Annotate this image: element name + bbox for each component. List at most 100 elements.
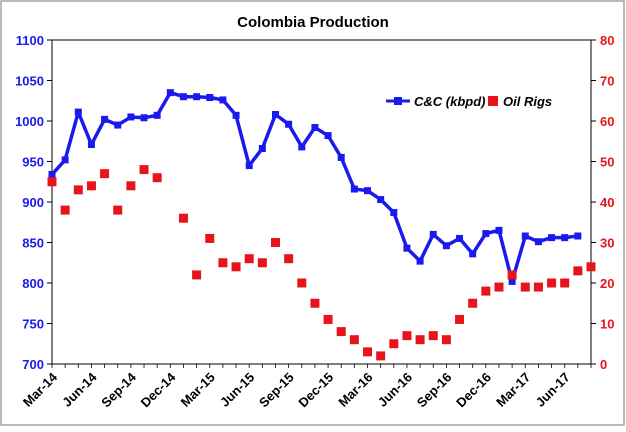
- cc-data-point: [74, 108, 82, 116]
- cc-data-point: [495, 226, 503, 234]
- left-tick-label: 950: [22, 155, 44, 170]
- cc-data-point: [324, 132, 332, 140]
- right-tick-label: 50: [600, 155, 614, 170]
- rig-data-point: [520, 282, 530, 292]
- right-tick-label: 10: [600, 317, 614, 332]
- rig-data-point: [126, 181, 136, 191]
- rig-data-point: [100, 169, 110, 179]
- rig-data-point: [573, 266, 583, 276]
- rig-data-point: [113, 205, 123, 215]
- cc-data-point: [219, 96, 227, 104]
- cc-data-point: [87, 140, 95, 148]
- cc-data-point: [482, 230, 490, 238]
- rig-data-point: [47, 177, 57, 187]
- rig-data-point: [494, 282, 504, 292]
- rig-data-point: [560, 278, 570, 288]
- rig-data-point: [192, 270, 202, 280]
- rig-data-point: [284, 254, 294, 264]
- rig-data-point: [441, 335, 451, 345]
- right-tick-label: 30: [600, 236, 614, 251]
- cc-data-point: [416, 257, 424, 265]
- left-tick-label: 1000: [15, 114, 44, 129]
- cc-data-point: [442, 242, 450, 250]
- rig-data-point: [349, 335, 359, 345]
- rig-data-point: [389, 339, 399, 349]
- cc-data-point: [232, 111, 240, 119]
- cc-data-point: [377, 196, 385, 204]
- rig-data-point: [310, 298, 320, 308]
- cc-data-point: [350, 185, 358, 193]
- rig-data-point: [205, 233, 215, 243]
- cc-data-point: [127, 113, 135, 121]
- rig-data-point: [244, 254, 254, 264]
- right-y-axis: 0 10 20 30 40 50 60 70 80: [591, 33, 614, 372]
- cc-data-point: [140, 114, 148, 122]
- cc-data-point: [285, 120, 293, 128]
- right-tick-label: 80: [600, 33, 614, 48]
- legend-cc-label: C&C (kbpd): [414, 94, 486, 109]
- cc-data-point: [61, 156, 69, 164]
- cc-data-point: [364, 187, 372, 195]
- right-tick-label: 20: [600, 276, 614, 291]
- cc-data-point: [298, 143, 306, 151]
- cc-production-series: [48, 89, 582, 285]
- cc-data-point: [337, 153, 345, 161]
- rig-data-point: [507, 270, 517, 280]
- rig-data-point: [468, 298, 478, 308]
- cc-data-point: [469, 250, 477, 258]
- legend: C&C (kbpd) Oil Rigs: [386, 94, 552, 109]
- rig-data-point: [139, 165, 149, 175]
- cc-data-point: [48, 170, 56, 178]
- cc-data-point: [561, 234, 569, 242]
- left-tick-label: 1100: [16, 33, 44, 48]
- rig-data-point: [73, 185, 83, 195]
- rig-data-point: [547, 278, 557, 288]
- legend-cc-marker: [394, 97, 402, 105]
- rig-data-point: [218, 258, 228, 268]
- rig-data-point: [297, 278, 307, 288]
- chart-title: Colombia Production: [237, 14, 389, 31]
- right-tick-label: 0: [600, 357, 607, 372]
- left-tick-label: 1050: [15, 74, 44, 89]
- rig-data-point: [481, 286, 491, 296]
- left-tick-label: 850: [22, 236, 44, 251]
- left-tick-label: 750: [22, 317, 44, 332]
- cc-data-point: [403, 244, 411, 252]
- cc-data-point: [245, 162, 253, 170]
- rig-data-point: [533, 282, 543, 292]
- cc-data-point: [271, 111, 279, 119]
- cc-data-point: [153, 111, 161, 119]
- right-tick-label: 40: [600, 195, 614, 210]
- cc-data-point: [206, 94, 214, 102]
- cc-data-point: [101, 115, 109, 123]
- cc-data-point: [166, 89, 174, 97]
- rig-data-point: [363, 347, 373, 357]
- cc-data-point: [456, 234, 464, 242]
- rig-data-point: [376, 351, 386, 361]
- rig-data-point: [257, 258, 267, 268]
- left-tick-label: 900: [22, 195, 44, 210]
- rig-data-point: [428, 331, 438, 341]
- cc-data-point: [114, 121, 122, 129]
- cc-data-point: [311, 123, 319, 131]
- rig-data-point: [178, 213, 188, 223]
- rig-data-point: [231, 262, 241, 272]
- left-tick-label: 700: [22, 357, 44, 372]
- cc-data-point: [508, 277, 516, 285]
- rig-data-point: [323, 314, 333, 324]
- left-tick-label: 800: [22, 276, 44, 291]
- cc-data-point: [574, 232, 582, 240]
- right-tick-label: 60: [600, 114, 614, 129]
- oil-rigs-series: [47, 165, 596, 361]
- cc-data-point: [534, 238, 542, 246]
- rig-data-point: [336, 327, 346, 337]
- cc-data-point: [258, 145, 266, 153]
- cc-data-point: [429, 230, 437, 238]
- rig-data-point: [60, 205, 70, 215]
- rig-data-point: [415, 335, 425, 345]
- legend-rigs-label: Oil Rigs: [503, 94, 552, 109]
- cc-data-point: [521, 232, 529, 240]
